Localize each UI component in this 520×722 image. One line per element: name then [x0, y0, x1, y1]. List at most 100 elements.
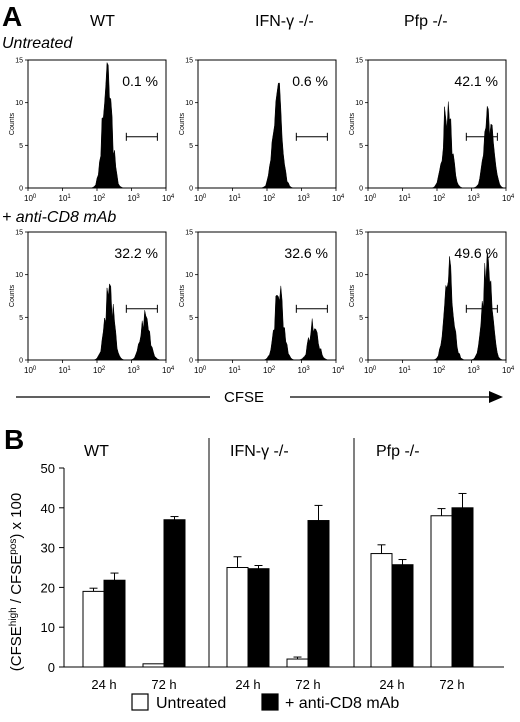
- histogram-x-tick-exponent: 3: [476, 366, 480, 372]
- histogram-x-tick-label: 104: [502, 194, 515, 203]
- bar-treated: [451, 507, 474, 668]
- histogram-x-tick-exponent: 4: [511, 194, 515, 200]
- histogram-x-tick-label: 101: [59, 366, 72, 375]
- bar-category-label: 72 h: [439, 677, 464, 692]
- histogram-x-tick-label: 101: [399, 194, 412, 203]
- histogram-x-tick-exponent: 0: [33, 366, 37, 372]
- histogram-x-tick-exponent: 3: [306, 366, 310, 372]
- histogram-y-label: Counts: [179, 112, 186, 135]
- bar-category-label: 24 h: [235, 677, 260, 692]
- histogram-y-label: Counts: [349, 284, 356, 307]
- legend-label-treated: + anti-CD8 mAb: [285, 695, 399, 712]
- bar-y-tick-label: 50: [41, 461, 55, 476]
- ylabel-part-2: high: [8, 607, 19, 626]
- histogram-x-tick-exponent: 2: [272, 194, 276, 200]
- histogram-x-tick-exponent: 3: [136, 194, 140, 200]
- bar-genotype-label-ifng: IFN-γ -/-: [230, 443, 289, 460]
- genotype-label-pfp: Pfp -/-: [404, 13, 448, 30]
- gated-percent-label: 42.1 %: [454, 73, 498, 89]
- histogram-y-tick-label: 5: [189, 143, 193, 150]
- histogram-y-tick-label: 10: [185, 100, 193, 107]
- histogram-distribution: [198, 82, 336, 189]
- histogram-y-label: Counts: [9, 284, 16, 307]
- histogram-y-tick-label: 15: [15, 58, 23, 65]
- histogram-x-tick-exponent: 4: [341, 194, 345, 200]
- cfse-arrow-head: [489, 391, 503, 403]
- histogram-x-tick-label: 103: [298, 194, 311, 203]
- panel-a-letter: A: [2, 1, 22, 32]
- ylabel-part-5: ) x 100: [8, 493, 25, 539]
- gated-percent-label: 0.1 %: [122, 73, 158, 89]
- histogram-x-tick-label: 102: [93, 366, 106, 375]
- histogram-x-tick-label: 100: [194, 366, 207, 375]
- histogram-y-tick-label: 5: [189, 315, 193, 322]
- histogram-x-tick-exponent: 2: [102, 194, 106, 200]
- bar-y-tick-label: 40: [41, 501, 55, 516]
- bar-untreated: [226, 567, 249, 668]
- histogram-y-tick-label: 0: [359, 186, 363, 193]
- histogram-x-tick-exponent: 0: [203, 366, 207, 372]
- histogram-x-tick-label: 100: [194, 194, 207, 203]
- histogram-x-tick-exponent: 2: [102, 366, 106, 372]
- histogram-distribution: [28, 283, 166, 361]
- histogram-x-tick-exponent: 1: [67, 366, 71, 372]
- histogram-x-tick-label: 103: [468, 194, 481, 203]
- histogram-x-tick-exponent: 3: [476, 194, 480, 200]
- histogram-x-tick-exponent: 2: [272, 366, 276, 372]
- histogram-y-tick-label: 0: [19, 186, 23, 193]
- histogram-x-tick-label: 101: [399, 366, 412, 375]
- histogram-x-tick-exponent: 3: [136, 366, 140, 372]
- histogram-distribution: [198, 285, 336, 361]
- gated-percent-label: 49.6 %: [454, 245, 498, 261]
- genotype-label-ifng: IFN-γ -/-: [255, 13, 314, 30]
- legend-swatch-untreated: [131, 693, 149, 711]
- histogram-y-tick-label: 0: [359, 358, 363, 365]
- bar-treated: [103, 579, 126, 668]
- bar-category-label: 72 h: [151, 677, 176, 692]
- bar-treated: [247, 568, 270, 668]
- histogram-x-tick-label: 104: [162, 194, 175, 203]
- bar-chart: 0 10 20 30 40 50 24 h 72 h 24 h 72 h 24 h 72 h: [41, 438, 504, 692]
- histogram-y-label: Counts: [179, 284, 186, 307]
- histogram-x-tick-label: 103: [128, 366, 141, 375]
- bar-untreated: [82, 590, 105, 668]
- histogram-x-tick-exponent: 1: [67, 194, 71, 200]
- bar-category-label: 24 h: [91, 677, 116, 692]
- histogram-y-tick-label: 5: [19, 315, 23, 322]
- histogram-distribution: [368, 251, 506, 361]
- histogram-distribution: [28, 61, 166, 189]
- histogram-x-tick-label: 102: [433, 366, 446, 375]
- histogram-x-tick-exponent: 4: [171, 194, 175, 200]
- histogram-y-tick-label: 5: [359, 143, 363, 150]
- histogram-x-tick-label: 104: [332, 194, 345, 203]
- histogram-x-tick-label: 101: [229, 366, 242, 375]
- histogram-y-tick-label: 15: [185, 230, 193, 237]
- histogram-x-tick-label: 100: [364, 194, 377, 203]
- panel-b-letter: B: [4, 424, 24, 455]
- histogram-y-tick-label: 15: [355, 230, 363, 237]
- bar-treated: [307, 520, 330, 668]
- histogram-x-tick-label: 100: [24, 366, 37, 375]
- bar-untreated: [142, 663, 165, 668]
- legend-swatch-treated: [261, 693, 279, 711]
- ylabel-part-1: (CFSE: [8, 626, 25, 671]
- histogram-x-tick-label: 102: [433, 194, 446, 203]
- ylabel-part-4: pos: [8, 539, 19, 555]
- histogram-x-tick-label: 102: [263, 194, 276, 203]
- histogram-x-tick-label: 103: [128, 194, 141, 203]
- histogram-x-tick-label: 104: [502, 366, 515, 375]
- histogram-distribution: [368, 101, 507, 189]
- legend-label-untreated: Untreated: [156, 695, 226, 712]
- histogram-x-tick-label: 104: [162, 366, 175, 375]
- histogram-y-tick-label: 5: [359, 315, 363, 322]
- histogram-y-tick-label: 15: [185, 58, 193, 65]
- histogram-x-tick-label: 100: [364, 366, 377, 375]
- histogram-y-tick-label: 0: [189, 358, 193, 365]
